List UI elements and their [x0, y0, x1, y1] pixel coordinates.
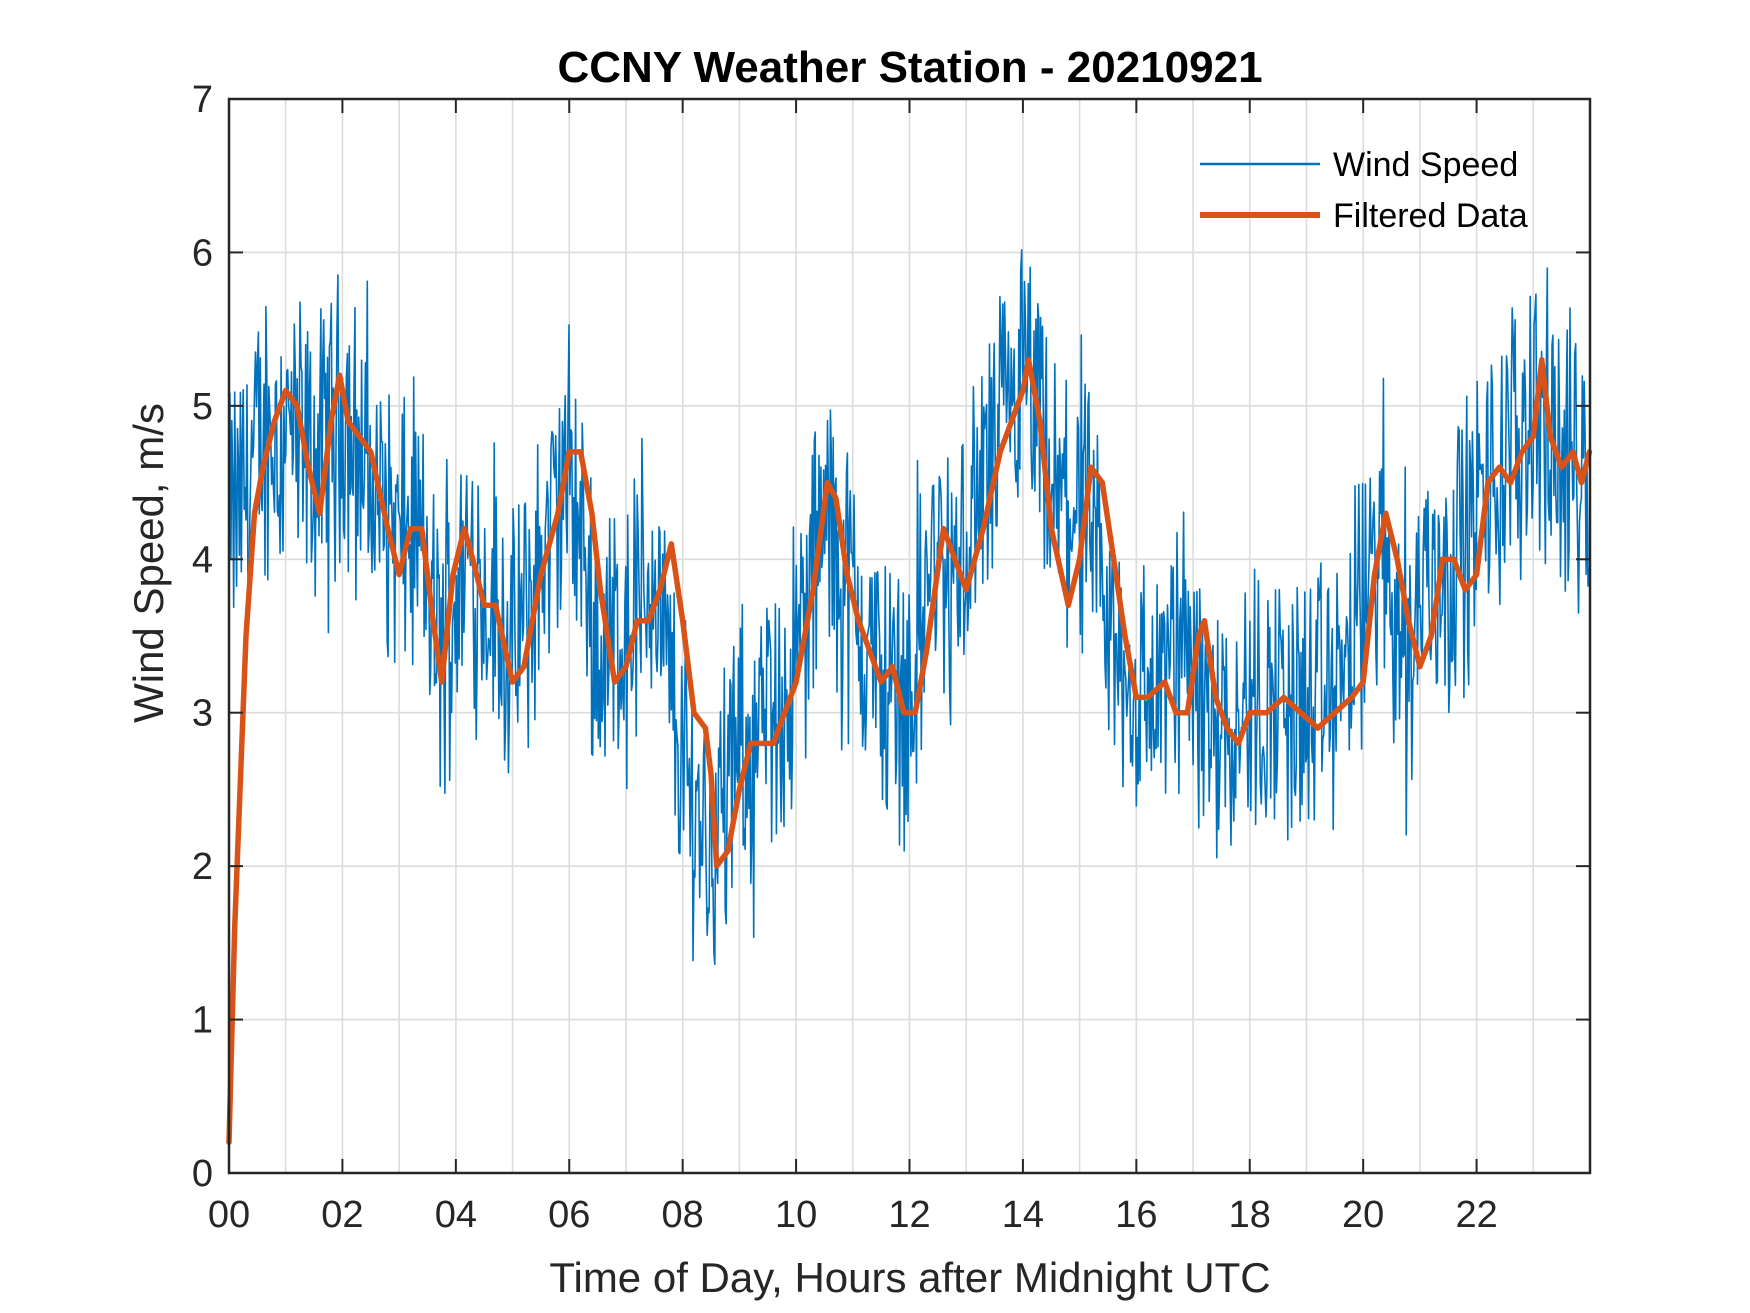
y-tick-label-3: 3	[192, 693, 213, 735]
y-tick-label-2: 2	[192, 846, 213, 888]
series-line-filtered-data	[226, 357, 1593, 1146]
y-tick-label-5: 5	[192, 386, 213, 428]
legend-label-filtered-data: Filtered Data	[1333, 197, 1528, 235]
y-tick-label-7: 7	[192, 79, 213, 121]
x-tick-label-16: 16	[1115, 1194, 1157, 1236]
chart-title: CCNY Weather Station - 20210921	[557, 43, 1262, 92]
tick-marks	[228, 98, 1590, 1174]
x-tick-labels: 00 02 04 06 08 10 12 14 16 18 20 22	[208, 1194, 1498, 1236]
y-tick-labels: 0 1 2 3 4 5 6 7	[192, 79, 213, 1195]
y-tick-label-4: 4	[192, 539, 213, 581]
legend: Wind Speed Filtered Data	[1200, 146, 1528, 235]
x-tick-label-12: 12	[888, 1194, 930, 1236]
legend-label-wind-speed: Wind Speed	[1333, 146, 1518, 184]
x-tick-label-04: 04	[435, 1194, 477, 1236]
y-tick-label-1: 1	[192, 1000, 213, 1042]
x-tick-label-08: 08	[662, 1194, 704, 1236]
x-tick-label-02: 02	[321, 1194, 363, 1236]
x-tick-label-06: 06	[548, 1194, 590, 1236]
y-tick-label-6: 6	[192, 232, 213, 274]
x-tick-label-20: 20	[1342, 1194, 1384, 1236]
x-tick-label-10: 10	[775, 1194, 817, 1236]
x-tick-label-18: 18	[1229, 1194, 1271, 1236]
y-tick-label-0: 0	[192, 1153, 213, 1195]
x-tick-label-22: 22	[1455, 1194, 1497, 1236]
x-axis-label: Time of Day, Hours after Midnight UTC	[549, 1254, 1270, 1301]
x-tick-label-00: 00	[208, 1194, 250, 1236]
series-layer	[226, 249, 1593, 1146]
series-line-wind-speed	[228, 249, 1590, 966]
y-axis-label: Wind Speed, m/s	[125, 403, 172, 723]
x-tick-label-14: 14	[1002, 1194, 1044, 1236]
